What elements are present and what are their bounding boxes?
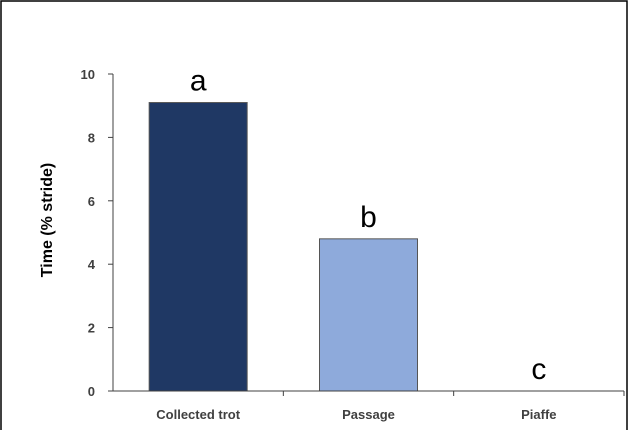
y-tick-label: 2: [88, 321, 95, 336]
significance-letters: a b c: [190, 65, 547, 386]
significance-letter: b: [360, 201, 377, 234]
x-tick-label: Passage: [342, 407, 395, 422]
y-axis-ticks: 0 2 4 6 8 10: [81, 67, 113, 399]
significance-letter: c: [531, 353, 546, 386]
bar-collected-trot: [148, 102, 248, 392]
x-axis-labels: Collected trot Passage Piaffe: [156, 407, 556, 422]
significance-letter: a: [190, 65, 207, 98]
bars: [148, 102, 418, 392]
axes: [112, 74, 625, 396]
y-tick-label: 4: [88, 257, 96, 272]
y-axis-title: Time (% stride): [39, 163, 56, 277]
x-tick-label: Collected trot: [156, 407, 240, 422]
y-tick-label: 10: [81, 67, 95, 82]
y-tick-label: 6: [88, 194, 95, 209]
y-tick-label: 0: [88, 384, 95, 399]
x-tick-label: Piaffe: [521, 407, 556, 422]
y-tick-label: 8: [88, 130, 95, 145]
bar-passage: [319, 238, 418, 392]
